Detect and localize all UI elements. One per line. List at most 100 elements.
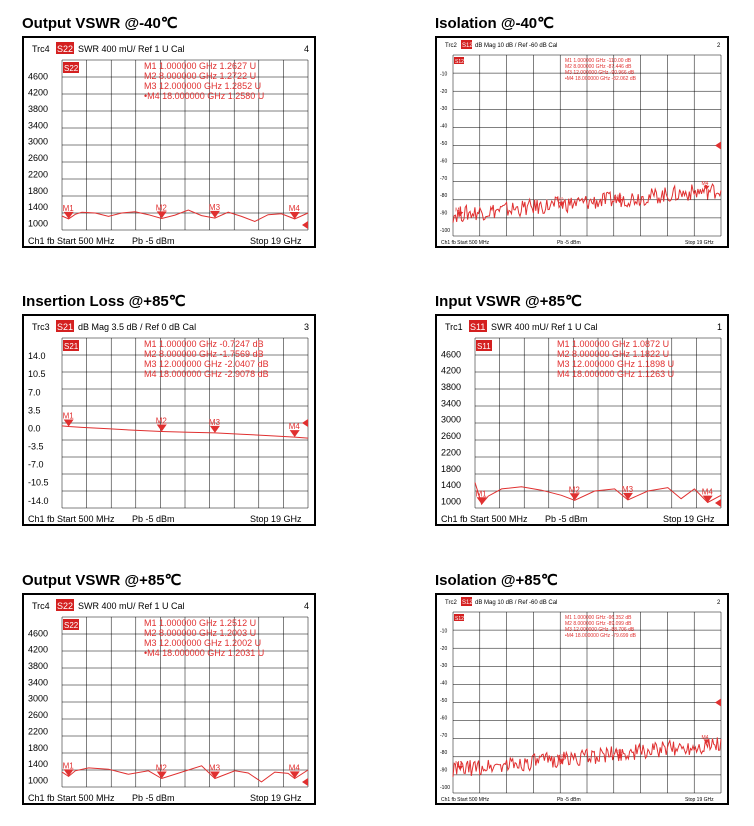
chart-panel-input-vswr-plus85: Input VSWR @+85℃ Trc1 S11 SWR 400 mU/ Ref … [435, 292, 735, 547]
trace-tag-box [454, 614, 464, 621]
marker-label: M4 [702, 735, 709, 741]
marker-label: M2 [156, 203, 168, 212]
y-tick-label: -10 [440, 628, 447, 634]
marker-table-row: M2 8.000000 GHz -1.7569 dB [144, 349, 264, 359]
y-tick-label: -40 [440, 681, 447, 687]
y-tick-label: -90 [440, 211, 447, 217]
footer-stop: Stop 19 GHz [250, 793, 302, 803]
marker-table-row: M3 12.000000 GHz -88.706 dB [565, 627, 635, 633]
y-tick-label: -100 [440, 228, 450, 234]
y-tick-label: 1000 [441, 496, 461, 506]
marker-table-row: M3 12.000000 GHz -2.0407 dB [144, 359, 269, 369]
marker-label: M1 [63, 761, 75, 770]
footer-stop: Stop 19 GHz [250, 236, 302, 246]
y-tick-label: 1400 [441, 480, 461, 490]
y-tick-label: -10 [440, 71, 447, 77]
y-tick-label: -14.0 [28, 496, 49, 506]
header-format: SWR 400 mU/ Ref 1 U Cal [78, 601, 185, 611]
y-tick-label: -20 [440, 89, 447, 95]
param-tag-label: S11 [470, 322, 485, 332]
footer-channel: Ch1 fb Start 500 MHz [441, 797, 490, 803]
trace-label: Trc4 [32, 601, 50, 611]
y-tick-label: -3.5 [28, 442, 44, 452]
chart-title: Output VSWR @-40℃ [22, 15, 178, 32]
param-tag-label: S22 [57, 601, 73, 611]
analyzer-screen: Trc2 S12 dB Mag 10 dB / Ref -60 dB Cal 2 -10… [435, 593, 729, 805]
analyzer-screen: Trc4 S22 SWR 400 mU/ Ref 1 U Cal 4 4600 4200 3… [22, 593, 316, 805]
y-tick-label: 3800 [441, 382, 461, 392]
y-tick-label: 4200 [441, 366, 461, 376]
y-tick-label: -50 [440, 141, 447, 147]
y-tick-label: 4600 [28, 71, 48, 81]
marker-triangle [289, 771, 300, 779]
header-index: 1 [717, 322, 722, 332]
marker-triangle [703, 739, 710, 744]
trace-label: Trc3 [32, 322, 50, 332]
footer-stop: Stop 19 GHz [663, 514, 715, 524]
y-tick-label: -20 [440, 646, 447, 652]
y-tick-label: -7.0 [28, 460, 44, 470]
y-tick-label: 1000 [28, 775, 48, 785]
marker-triangle [209, 210, 220, 218]
trace-tag-label: S11 [477, 342, 491, 351]
marker-triangle [558, 202, 565, 207]
trace-line [474, 482, 722, 506]
y-tick-label: 4600 [28, 628, 48, 638]
chart-svg: Trc2 S12 dB Mag 10 dB / Ref -60 dB Cal 2-10… [440, 40, 722, 246]
trace-line [452, 737, 722, 777]
marker-label: M1 [63, 412, 75, 421]
y-tick-label: -80 [440, 193, 447, 199]
footer-power: Pb -5 dBm [545, 514, 588, 524]
trace-tag-box [63, 62, 79, 73]
marker-table-row: •M4 18.000000 GHz 1.2580 U [144, 91, 264, 101]
y-tick-label: 2200 [441, 447, 461, 457]
chart-title: Insertion Loss @+85℃ [22, 293, 186, 310]
marker-table-row: •M4 18.000000 GHz -82.062 dB [565, 76, 637, 82]
marker-table-row: •M4 18.000000 GHz 1.2031 U [144, 648, 264, 658]
y-tick-label: 14.0 [28, 351, 46, 361]
marker-table-row: •M4 18.000000 GHz -79.699 dB [565, 633, 637, 639]
chart-panel-output-vswr-plus85: Output VSWR @+85℃ Trc4 S22 SWR 400 mU/ Ref… [22, 571, 322, 826]
reference-arrow [302, 419, 308, 427]
y-tick-label: -70 [440, 176, 447, 182]
y-tick-label: 0.0 [28, 423, 41, 433]
marker-label: M2 [557, 198, 564, 204]
footer-stop: Stop 19 GHz [685, 797, 714, 803]
trace-tag-label: S22 [64, 64, 79, 73]
param-tag-box [461, 597, 472, 606]
y-tick-label: 7.0 [28, 387, 41, 397]
reference-arrow [715, 698, 721, 707]
footer-power: Pb -5 dBm [557, 240, 581, 246]
marker-triangle [156, 424, 167, 432]
marker-triangle [209, 425, 220, 433]
marker-table-row: M2 8.000000 GHz 1.1822 U [557, 349, 669, 359]
chart-svg: Trc1 S11 SWR 400 mU/ Ref 1 U Cal 1 4600 4200 3… [441, 320, 722, 524]
marker-triangle [63, 211, 74, 219]
marker-label: M3 [615, 194, 622, 200]
trace-tag-box [454, 57, 464, 64]
chart-svg: Trc4 S22 SWR 400 mU/ Ref 1 U Cal 4 4600 4200 3… [28, 42, 309, 246]
marker-label: M1 [455, 207, 462, 213]
reference-arrow [302, 221, 308, 229]
marker-table-row: M4 18.000000 GHz 1.1263 U [557, 369, 674, 379]
trace-line [61, 425, 309, 439]
y-tick-label: 3800 [28, 661, 48, 671]
marker-triangle [702, 495, 713, 503]
reference-arrow [302, 778, 308, 786]
chart-title: Output VSWR @+85℃ [22, 572, 182, 589]
marker-table-row: M4 18.000000 GHz -2.9078 dB [144, 369, 269, 379]
marker-table-row: M2 8.000000 GHz -87.446 dB [565, 64, 632, 70]
marker-triangle [209, 771, 220, 779]
y-tick-label: 3800 [28, 104, 48, 114]
y-tick-label: 3400 [441, 398, 461, 408]
trace-tag-label: S22 [64, 621, 79, 630]
chart-panel-isolation-plus85: Isolation @+85℃ Trc2 S12 dB Mag 10 dB / Re… [435, 571, 735, 826]
header-format: dB Mag 3.5 dB / Ref 0 dB Cal [78, 322, 196, 332]
y-tick-label: 1800 [441, 464, 461, 474]
marker-label: M4 [289, 763, 301, 772]
y-tick-label: 2600 [441, 431, 461, 441]
marker-triangle [63, 769, 74, 777]
footer-power: Pb -5 dBm [132, 514, 175, 524]
marker-table-row: M3 12.000000 GHz 1.2852 U [144, 81, 261, 91]
marker-label: M4 [289, 422, 301, 431]
